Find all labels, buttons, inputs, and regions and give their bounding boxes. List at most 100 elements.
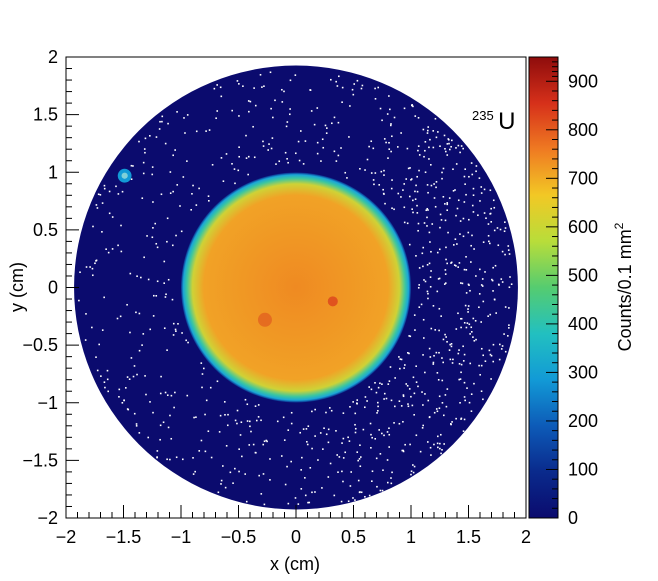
empty-bin <box>141 344 143 346</box>
empty-bin <box>96 369 99 372</box>
empty-bin <box>372 179 375 181</box>
empty-bin <box>423 337 425 339</box>
empty-bin <box>452 358 454 361</box>
empty-bin <box>377 409 379 412</box>
empty-bin <box>133 365 136 367</box>
empty-bin <box>472 194 475 197</box>
empty-bin <box>308 501 311 504</box>
empty-bin <box>369 422 372 425</box>
empty-bin <box>480 186 483 188</box>
empty-bin <box>269 71 272 74</box>
empty-bin <box>151 173 154 176</box>
empty-bin <box>354 431 357 434</box>
empty-bin <box>394 377 396 379</box>
empty-bin <box>121 401 124 404</box>
empty-bin <box>445 258 447 261</box>
empty-bin <box>237 169 240 172</box>
empty-bin <box>304 494 307 497</box>
empty-bin <box>207 430 210 433</box>
empty-bin <box>488 349 491 352</box>
x-tick-label: −1.5 <box>106 527 142 547</box>
empty-bin <box>200 439 203 442</box>
empty-bin <box>426 263 429 266</box>
empty-bin <box>421 427 424 429</box>
empty-bin <box>236 422 238 425</box>
empty-bin <box>441 177 443 180</box>
empty-bin <box>463 268 466 271</box>
empty-bin <box>268 143 270 145</box>
empty-bin <box>286 465 288 468</box>
empty-bin <box>270 107 272 110</box>
empty-bin <box>442 338 445 341</box>
empty-bin <box>117 193 120 195</box>
empty-bin <box>92 225 94 228</box>
empty-bin <box>410 395 412 398</box>
empty-bin <box>458 362 461 365</box>
empty-bin <box>438 407 441 410</box>
empty-bin <box>444 269 447 271</box>
empty-bin <box>464 183 466 185</box>
empty-bin <box>417 116 420 119</box>
empty-bin <box>422 354 424 356</box>
empty-bin <box>181 332 183 334</box>
empty-bin <box>439 226 441 229</box>
empty-bin <box>359 491 361 493</box>
empty-bin <box>507 249 510 251</box>
empty-bin <box>246 420 249 422</box>
empty-bin <box>449 148 451 151</box>
empty-bin <box>161 120 163 123</box>
empty-bin <box>174 391 176 394</box>
empty-bin <box>258 474 260 477</box>
empty-bin <box>247 100 250 102</box>
empty-bin <box>384 202 386 205</box>
empty-bin <box>472 211 475 213</box>
empty-bin <box>360 491 363 494</box>
empty-bin <box>474 319 477 322</box>
empty-bin <box>357 459 359 462</box>
empty-bin <box>488 240 490 243</box>
empty-bin <box>458 349 460 351</box>
empty-bin <box>482 354 485 357</box>
empty-bin <box>220 483 222 485</box>
empty-bin <box>91 274 94 277</box>
empty-bin <box>489 189 492 192</box>
empty-bin <box>205 130 207 132</box>
empty-bin <box>428 416 431 419</box>
empty-bin <box>422 246 425 249</box>
y-axis-label: y (cm) <box>7 262 27 312</box>
empty-bin <box>413 465 416 468</box>
empty-bin <box>381 383 383 385</box>
empty-bin <box>149 135 151 137</box>
empty-bin <box>283 439 286 441</box>
empty-bin <box>446 154 449 156</box>
empty-bin <box>388 148 391 150</box>
empty-bin <box>463 396 466 398</box>
empty-bin <box>193 416 195 419</box>
empty-bin <box>421 252 424 255</box>
empty-bin <box>163 327 166 330</box>
empty-bin <box>130 357 133 359</box>
empty-bin <box>226 424 229 427</box>
empty-bin <box>135 423 138 425</box>
empty-bin <box>253 87 255 89</box>
empty-bin <box>111 248 114 250</box>
empty-bin <box>407 167 410 170</box>
empty-bin <box>452 190 455 192</box>
empty-bin <box>463 321 466 324</box>
empty-bin <box>402 450 405 453</box>
empty-bin <box>349 105 351 107</box>
empty-bin <box>463 175 466 178</box>
empty-bin <box>400 132 402 134</box>
x-tick-label: 2 <box>521 527 531 547</box>
empty-bin <box>162 421 165 424</box>
empty-bin <box>430 184 433 187</box>
empty-bin <box>409 335 412 338</box>
empty-bin <box>219 414 222 417</box>
empty-bin <box>415 434 418 437</box>
empty-bin <box>156 450 159 452</box>
empty-bin <box>356 402 358 405</box>
empty-bin <box>319 432 322 434</box>
empty-bin <box>450 423 452 425</box>
empty-bin <box>388 446 391 448</box>
